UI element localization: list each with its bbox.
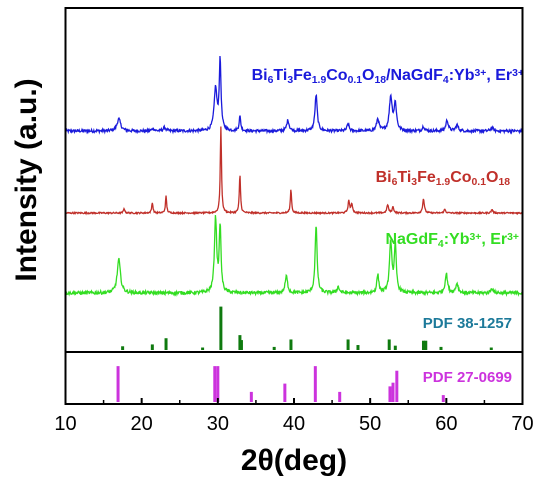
series-label-3: NaGdF4:Yb3+, Er3+	[385, 231, 519, 250]
reference-1	[121, 306, 493, 350]
x-axis: 10 20 30 40 50 60 70	[54, 398, 534, 435]
x-tick-label-20: 20	[131, 413, 153, 435]
series-label-2: Bi6Ti3Fe1.9Co0.1O18	[376, 169, 511, 188]
series-label-1: Bi6Ti3Fe1.9Co0.1O18/NaGdF4:Yb3+, Er3+	[252, 67, 524, 86]
reference-label-1: PDF 38-1257	[423, 315, 512, 332]
x-tick-label-70: 70	[511, 413, 533, 435]
x-tick-label-60: 60	[435, 413, 457, 435]
series-line-2	[65, 126, 523, 216]
series-label-layer: Bi6Ti3Fe1.9Co0.1O18/NaGdF4:Yb3+, Er3+ Bi6…	[252, 67, 524, 386]
series-layer	[64, 55, 523, 402]
x-tick-label-10: 10	[54, 413, 76, 435]
reference-label-2: PDF 27-0699	[423, 369, 512, 386]
reference-2	[116, 366, 445, 402]
x-axis-label: 2θ(deg)	[241, 444, 347, 477]
series-line-1	[64, 55, 523, 135]
series-line-3	[64, 215, 523, 297]
x-tick-label-30: 30	[207, 413, 229, 435]
x-tick-label-40: 40	[283, 413, 305, 435]
x-tick-label-50: 50	[359, 413, 381, 435]
y-axis-label: Intensity (a.u.)	[10, 78, 43, 281]
